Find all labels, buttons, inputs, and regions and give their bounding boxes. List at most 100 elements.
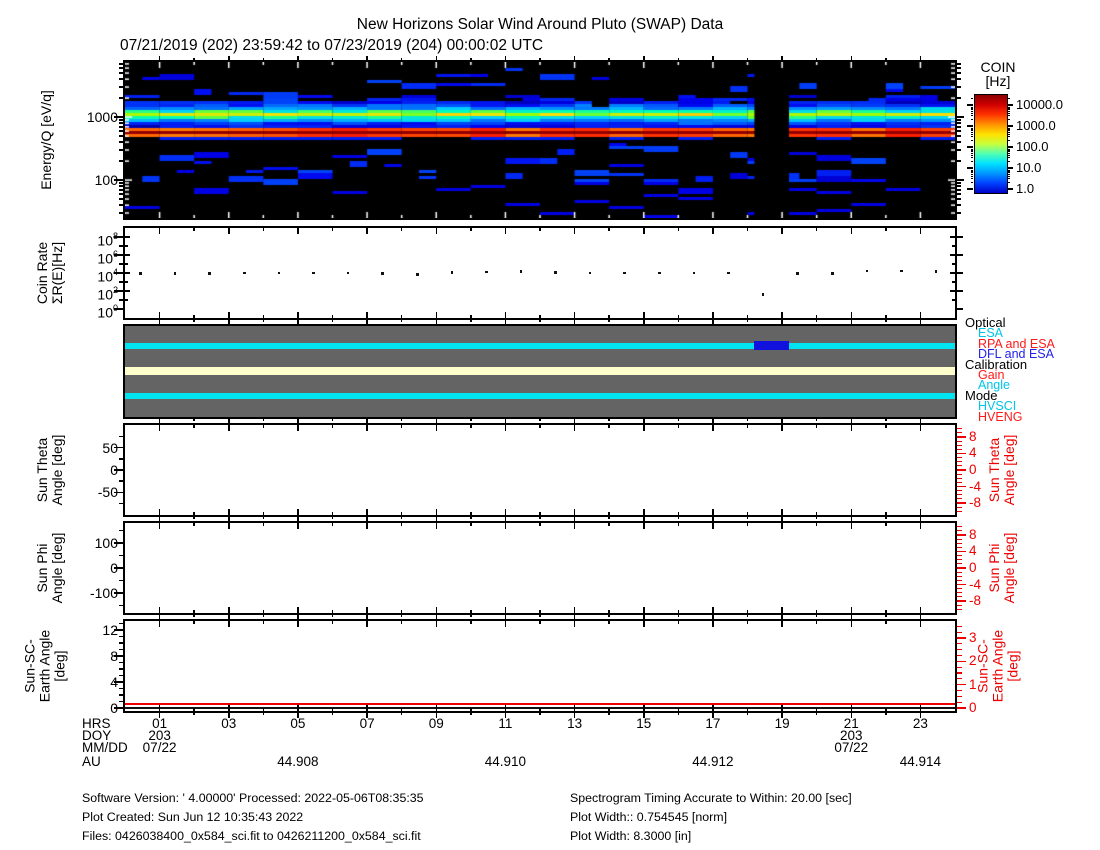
tick-mark <box>608 419 610 421</box>
tick-mark <box>400 228 403 231</box>
tick-mark <box>957 510 962 512</box>
tick-mark <box>539 610 541 613</box>
tick-mark <box>919 425 922 431</box>
tick-mark <box>470 228 472 231</box>
tick-mark <box>228 711 230 718</box>
angle-right-ytick-label: -4 <box>969 576 982 592</box>
coin-rate-point <box>830 272 834 275</box>
angle-axis-title: Sun Theta Angle [deg] <box>34 435 65 506</box>
axis-title-line: [deg] <box>51 650 68 682</box>
tick-mark <box>957 448 962 450</box>
hour-tick-label: 15 <box>636 716 652 731</box>
tick-mark <box>1007 149 1010 151</box>
angle-right-axis-title: Sun Theta Angle [deg] <box>986 435 1017 506</box>
tick-mark <box>366 607 368 613</box>
tick-mark <box>504 523 507 529</box>
tick-mark <box>950 254 955 256</box>
tick-mark <box>114 179 123 181</box>
tick-mark <box>1007 125 1013 127</box>
tick-mark <box>504 56 507 60</box>
tick-mark <box>228 517 230 521</box>
tick-mark <box>970 148 973 150</box>
coin-rate-point <box>381 272 384 275</box>
tick-mark <box>1007 168 1010 170</box>
tick-mark <box>957 498 962 500</box>
tick-mark <box>608 711 610 715</box>
tick-mark <box>850 425 852 431</box>
tick-mark <box>1007 109 1010 111</box>
tick-mark <box>957 563 962 565</box>
tick-mark <box>193 315 195 318</box>
tick-mark <box>114 469 123 471</box>
tick-mark <box>970 157 973 159</box>
tick-mark <box>158 509 161 515</box>
tick-mark <box>470 517 472 519</box>
tick-mark <box>331 320 334 322</box>
tick-mark <box>1007 130 1010 132</box>
tick-mark <box>539 419 541 421</box>
tick-mark <box>712 621 714 627</box>
tick-mark <box>118 700 123 703</box>
tick-mark <box>957 428 962 430</box>
tick-mark <box>125 272 130 274</box>
tick-mark <box>677 512 680 515</box>
tick-mark <box>957 490 962 492</box>
tick-mark <box>400 512 403 515</box>
angle-ytick-label: 0 <box>110 560 118 576</box>
tick-mark <box>957 204 961 206</box>
tick-mark <box>573 509 576 515</box>
coin-ytick-label: 102 <box>76 282 118 303</box>
tick-mark <box>158 425 161 431</box>
tick-mark <box>781 705 783 711</box>
tick-mark <box>957 236 963 238</box>
tick-mark <box>504 615 507 619</box>
tick-mark <box>815 315 818 318</box>
tick-mark <box>677 58 680 60</box>
status-bar-panel <box>123 324 957 419</box>
tick-mark <box>1007 115 1010 117</box>
tick-mark <box>957 559 962 561</box>
tick-mark <box>850 711 852 718</box>
tick-mark <box>957 579 962 581</box>
tick-mark <box>193 708 195 711</box>
tick-mark <box>118 674 123 677</box>
tick-mark <box>297 621 299 627</box>
tick-mark <box>366 228 368 234</box>
spectrogram-ytick-label: 1000 <box>86 109 118 126</box>
tick-mark <box>1007 173 1010 175</box>
axis-title-line: Sun Theta <box>34 437 50 503</box>
tick-mark <box>957 130 961 132</box>
tick-mark <box>1007 148 1010 150</box>
doy-label: 203 <box>839 728 863 743</box>
tick-mark <box>608 320 610 322</box>
tick-mark <box>957 193 961 195</box>
tick-mark <box>815 419 818 421</box>
tick-mark <box>957 465 962 467</box>
tick-mark <box>677 320 680 322</box>
colorbar-tick-label: 1.0 <box>1016 181 1035 196</box>
tick-mark <box>193 517 195 519</box>
tick-mark <box>539 320 541 322</box>
tick-mark <box>228 228 230 234</box>
angle-ytick-label: 0 <box>110 700 118 716</box>
tick-mark <box>228 312 230 318</box>
tick-mark <box>885 315 887 318</box>
tick-mark <box>435 425 437 431</box>
tick-mark <box>957 678 962 680</box>
tick-mark <box>746 711 749 715</box>
coin-rate-panel <box>123 226 957 320</box>
tick-mark <box>970 173 973 175</box>
tick-mark <box>297 419 299 423</box>
mmdd-label: 07/22 <box>142 740 177 755</box>
coin-rate-point <box>277 271 281 275</box>
tick-mark <box>970 170 973 172</box>
tick-mark <box>815 523 818 526</box>
tick-mark <box>125 263 128 265</box>
tick-mark <box>470 425 472 428</box>
tick-mark <box>331 228 334 231</box>
spectrogram-ytick-label: 100 <box>94 172 118 189</box>
tick-mark <box>970 109 973 111</box>
tick-mark <box>262 320 265 322</box>
tick-mark <box>118 185 123 187</box>
tick-mark <box>712 517 714 521</box>
